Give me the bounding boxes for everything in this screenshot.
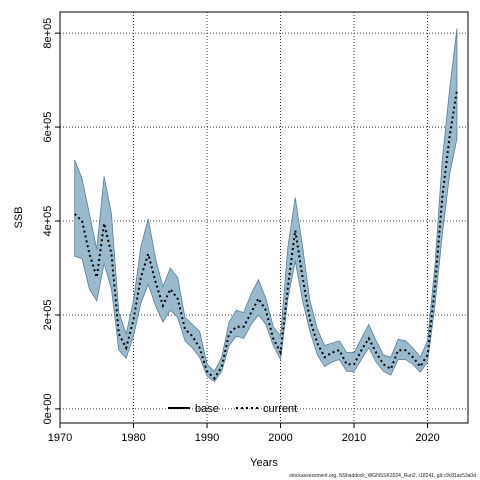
footer-credit: stockassessment.org, NShaddock_WGNSSK202… bbox=[289, 473, 476, 479]
y-axis-title: SSB bbox=[13, 206, 25, 228]
y-tick-label: 4e+05 bbox=[42, 206, 54, 237]
confidence-band-area bbox=[74, 28, 458, 383]
x-tick-label: 2020 bbox=[415, 432, 439, 444]
confidence-band bbox=[74, 28, 458, 383]
x-tick-label: 2000 bbox=[268, 432, 292, 444]
y-tick-label: 6e+05 bbox=[42, 112, 54, 143]
legend: base current bbox=[168, 403, 297, 415]
x-tick-label: 1980 bbox=[121, 432, 145, 444]
x-axis-title: Years bbox=[250, 457, 278, 469]
legend-label-current: current bbox=[263, 403, 297, 415]
y-axis: 0e+00 2e+05 4e+05 6e+05 8e+05 bbox=[42, 18, 60, 424]
x-axis: 1970 1980 1990 2000 2010 2020 bbox=[48, 423, 440, 444]
y-tick-label: 0e+00 bbox=[42, 393, 54, 424]
series-lines bbox=[74, 89, 458, 380]
y-tick-label: 8e+05 bbox=[42, 18, 54, 49]
x-tick-label: 1970 bbox=[48, 432, 72, 444]
grid bbox=[59, 12, 468, 423]
x-tick-label: 2010 bbox=[342, 432, 366, 444]
series-line-current bbox=[74, 89, 458, 380]
legend-label-base: base bbox=[195, 403, 219, 415]
y-tick-label: 2e+05 bbox=[42, 300, 54, 331]
x-tick-label: 1990 bbox=[195, 432, 219, 444]
plot-frame bbox=[59, 11, 469, 424]
